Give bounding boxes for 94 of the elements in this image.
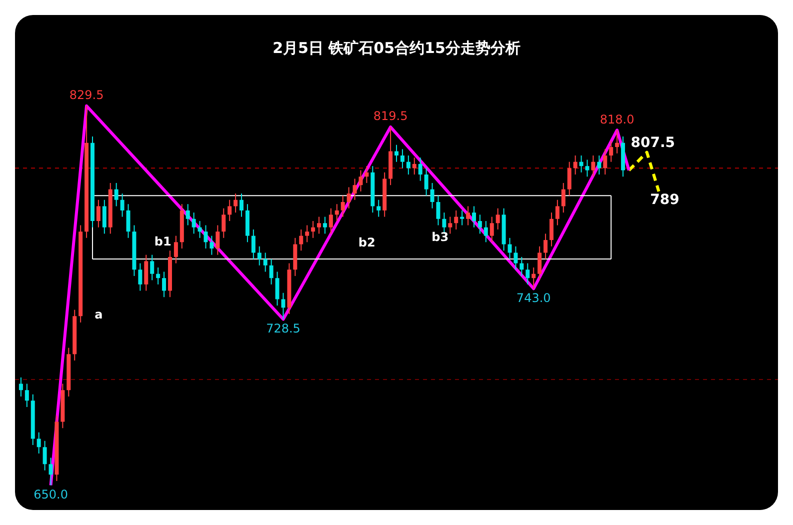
candlestick	[120, 193, 124, 218]
candlestick	[114, 182, 118, 207]
data-label: 743.0	[516, 290, 551, 305]
data-label: 829.5	[69, 88, 104, 102]
candlestick	[520, 256, 524, 276]
candlestick	[322, 216, 327, 234]
candlestick	[436, 195, 440, 226]
candlestick	[591, 155, 596, 178]
candlestick	[400, 148, 404, 169]
candlestick	[472, 206, 476, 228]
candlestick	[275, 271, 280, 306]
candlestick	[156, 267, 160, 285]
data-label: 650.0	[34, 487, 68, 502]
candlestick	[424, 168, 428, 196]
candlestick	[174, 235, 178, 264]
candlestick	[460, 210, 464, 226]
candlestick	[514, 246, 518, 270]
candlestick	[162, 271, 166, 298]
candlestick	[490, 216, 494, 243]
candlestick	[376, 199, 381, 218]
candlestick	[508, 237, 512, 260]
candlestick	[430, 182, 434, 209]
candlestick	[526, 262, 530, 285]
candlestick	[609, 140, 614, 162]
candlestick	[263, 252, 268, 272]
data-label: 818.0	[600, 112, 634, 126]
candlestick	[48, 457, 53, 486]
data-label: 728.5	[266, 321, 300, 336]
candlestick	[222, 208, 226, 238]
annotation: b1	[154, 234, 172, 249]
candlestick	[138, 262, 142, 292]
data-label: 819.5	[373, 109, 408, 124]
candlestick	[418, 157, 422, 182]
candlestick	[102, 199, 106, 234]
candlestick	[281, 292, 286, 320]
candlestick	[234, 193, 238, 214]
candlestick	[334, 204, 339, 222]
chart-title: 2月5日 铁矿石05合约15分走势分析	[272, 39, 522, 58]
annotation: b3	[432, 230, 449, 244]
candlestick	[311, 220, 316, 238]
candlestick	[216, 224, 220, 256]
candlestick	[538, 246, 542, 281]
candlestick	[210, 235, 214, 256]
candlestick	[394, 144, 398, 162]
candlestick	[204, 224, 208, 249]
candlestick	[192, 212, 196, 234]
candlestick	[198, 220, 202, 238]
candlestick	[364, 166, 369, 184]
candlestick	[579, 155, 584, 173]
candlestick	[561, 182, 566, 214]
candlestick	[96, 199, 100, 228]
candlestick	[496, 208, 500, 230]
candlestick	[478, 214, 482, 234]
candlestick	[597, 155, 602, 176]
candlestick	[228, 199, 232, 222]
data-label: 789	[650, 192, 680, 208]
candlestick	[328, 208, 333, 234]
candlestick	[544, 233, 548, 260]
candlestick	[466, 206, 470, 226]
candlestick	[567, 161, 572, 196]
candlestick	[150, 254, 154, 281]
candlestick	[352, 178, 357, 200]
data-label: 807.5	[630, 134, 676, 151]
candlestick	[42, 440, 47, 471]
candlestick	[412, 157, 416, 176]
candlestick	[18, 376, 23, 397]
candlestick	[317, 216, 322, 234]
candlestick	[585, 159, 590, 178]
candlestick	[532, 267, 536, 290]
candlestick	[406, 155, 410, 176]
candlestick	[299, 228, 304, 252]
candlestick	[305, 224, 310, 243]
candlestick	[358, 170, 363, 192]
candlestick	[573, 155, 578, 176]
candlestick	[340, 195, 345, 218]
candlestick	[615, 130, 620, 154]
candlestick	[484, 220, 488, 243]
annotation: b2	[358, 235, 376, 250]
annotation: a	[94, 308, 103, 322]
candlestick	[186, 204, 190, 226]
candlestick	[454, 210, 458, 230]
candlestick	[448, 216, 452, 234]
candlestick	[269, 258, 274, 285]
candlestick	[251, 228, 256, 260]
candlestick	[257, 246, 262, 266]
candlestick	[555, 199, 560, 226]
candlestick	[346, 186, 351, 209]
candlestick	[240, 193, 244, 218]
candlestick	[144, 254, 148, 292]
candlestick	[126, 204, 130, 238]
candlestick	[603, 148, 608, 176]
candlestick	[36, 432, 41, 454]
candlestick	[24, 383, 29, 408]
candlestick	[549, 212, 554, 247]
